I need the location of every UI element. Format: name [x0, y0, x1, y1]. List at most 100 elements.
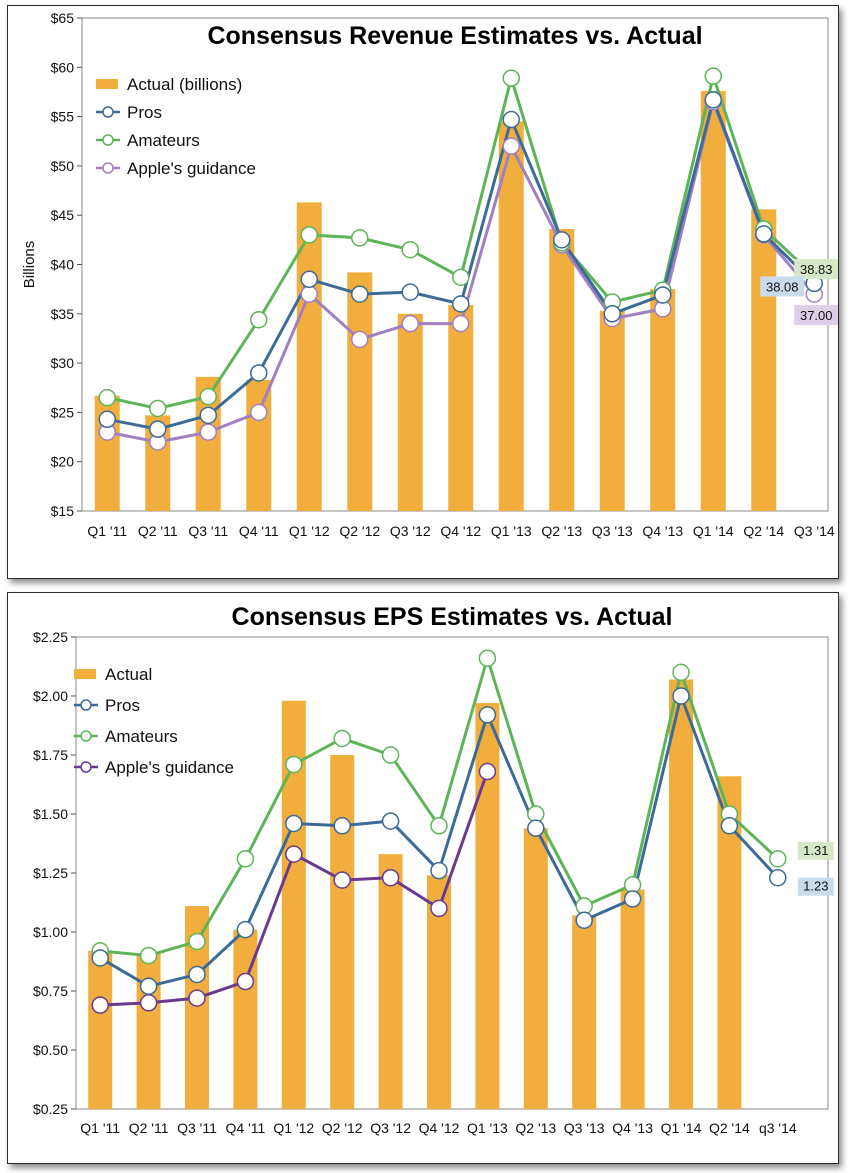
eps-bar-actual	[669, 679, 693, 1109]
eps-x-tick-label: Q2 '12	[322, 1120, 363, 1136]
eps-y-tick-label: $1.25	[33, 865, 68, 881]
revenue-point-pros	[603, 305, 621, 323]
eps-point-apple-s-guidance	[188, 989, 206, 1007]
eps-y-tick-label: $1.50	[33, 806, 68, 822]
eps-x-tick-label: Q1 '12	[273, 1120, 314, 1136]
revenue-legend-swatch-marker	[102, 106, 114, 118]
revenue-bar-actual	[397, 313, 423, 511]
eps-point-pros	[430, 861, 448, 880]
eps-legend-label: Apple's guidance	[105, 758, 234, 777]
eps-x-tick-label: Q2 '13	[515, 1120, 556, 1136]
revenue-x-tick-label: Q3 '13	[592, 523, 633, 539]
eps-point-pros	[769, 868, 787, 887]
eps-point-amateurs	[236, 850, 255, 868]
revenue-point-pros	[755, 225, 773, 243]
eps-point-pros	[139, 977, 158, 996]
revenue-y-tick-label: $55	[51, 109, 75, 125]
revenue-point-pros	[300, 270, 318, 289]
eps-x-tick-label: Q4 '13	[612, 1120, 653, 1136]
eps-chart-title: Consensus EPS Estimates vs. Actual	[232, 603, 673, 631]
revenue-point-pros	[704, 91, 722, 109]
revenue-point-apple-s-guidance	[351, 330, 369, 349]
eps-chart-panel: $0.25 $0.50 $0.75 $1.00 $1.25 $1.50 $1.75 $2.00…	[7, 592, 839, 1164]
revenue-point-amateurs	[351, 229, 369, 247]
revenue-legend-swatch-bar	[96, 79, 118, 89]
eps-point-pros	[527, 819, 545, 837]
revenue-y-tick-label: $65	[51, 10, 75, 26]
revenue-chart: $15 $20 $25 $30 $35 $40 $45 $50 $55 $60 $65 Billion…	[21, 10, 839, 539]
eps-x-tick-label: Q4 '12	[419, 1120, 460, 1136]
eps-point-amateurs	[672, 663, 690, 682]
eps-x-tick-label: q3 '14	[759, 1120, 797, 1136]
revenue-x-tick-label: Q3 '14	[794, 523, 835, 539]
eps-point-amateurs	[381, 746, 400, 764]
revenue-bar-actual	[650, 289, 676, 511]
eps-bar-actual	[136, 953, 161, 1109]
revenue-legend-label: Apple's guidance	[127, 159, 256, 178]
revenue-point-amateurs	[401, 240, 419, 259]
revenue-point-apple-s-guidance	[199, 423, 217, 441]
eps-x-tick-label: Q4 '11	[226, 1120, 266, 1136]
eps-y-tick-label: $0.25	[33, 1101, 68, 1117]
revenue-annotation-box	[794, 259, 839, 280]
revenue-y-tick-label: $25	[51, 404, 75, 420]
revenue-point-amateurs	[199, 387, 217, 406]
eps-point-pros	[188, 965, 206, 984]
revenue-x-tick-label: Q4 '13	[642, 523, 683, 539]
revenue-point-amateurs	[704, 67, 722, 85]
revenue-point-apple-s-guidance	[502, 137, 520, 155]
eps-x-tick-label: Q2 '11	[129, 1120, 169, 1136]
revenue-annotation-box	[760, 276, 805, 297]
revenue-bar-actual	[296, 202, 322, 511]
revenue-point-amateurs	[300, 226, 318, 244]
eps-legend-swatch-bar	[74, 669, 96, 679]
eps-y-tick-label: $1.00	[33, 924, 68, 940]
eps-x-tick-label: Q1 '13	[467, 1120, 508, 1136]
revenue-y-tick-label: $15	[51, 503, 75, 519]
eps-bar-actual	[620, 889, 645, 1109]
revenue-chart-panel: $15 $20 $25 $30 $35 $40 $45 $50 $55 $60 $65 Billion…	[7, 5, 839, 579]
revenue-y-tick-label: $50	[51, 158, 75, 174]
eps-annotation-box	[797, 841, 834, 860]
revenue-point-pros	[98, 410, 116, 429]
revenue-y-tick-label: $45	[51, 207, 75, 223]
revenue-point-amateurs	[250, 310, 268, 329]
eps-chart: $0.25 $0.50 $0.75 $1.00 $1.25 $1.50 $1.75 $2.00…	[33, 603, 834, 1136]
revenue-y-axis-title: Billions	[21, 241, 38, 289]
revenue-point-amateurs	[502, 69, 520, 87]
revenue-bar-actual	[700, 90, 726, 512]
eps-point-pros	[285, 814, 303, 833]
eps-point-pros	[720, 817, 739, 835]
eps-point-apple-s-guidance	[236, 972, 255, 991]
eps-point-pros	[236, 920, 255, 939]
revenue-x-tick-label: Q2 '11	[138, 523, 178, 539]
revenue-bar-actual	[751, 209, 777, 511]
revenue-x-tick-label: Q4 '11	[239, 523, 279, 539]
revenue-x-tick-label: Q1 '14	[693, 523, 734, 539]
eps-y-tick-label: $0.75	[33, 983, 68, 999]
eps-x-tick-label: Q1 '11	[80, 1120, 120, 1136]
eps-x-tick-label: Q3 '12	[370, 1120, 411, 1136]
revenue-point-amateurs	[452, 268, 470, 287]
eps-legend-label: Actual	[105, 665, 152, 684]
revenue-x-tick-label: Q1 '11	[87, 523, 127, 539]
revenue-point-pros	[149, 420, 167, 438]
revenue-x-tick-label: Q3 '11	[188, 523, 228, 539]
revenue-point-apple-s-guidance	[452, 314, 470, 333]
eps-bar-actual	[572, 915, 597, 1109]
revenue-bar-actual	[448, 304, 474, 511]
eps-point-pros	[91, 949, 109, 967]
revenue-y-tick-label: $20	[51, 454, 75, 470]
revenue-point-amateurs	[149, 399, 167, 418]
revenue-point-pros	[401, 283, 419, 301]
eps-point-amateurs	[478, 649, 497, 667]
revenue-y-tick-label: $30	[51, 355, 75, 371]
eps-point-pros	[333, 817, 351, 835]
revenue-point-amateurs	[98, 388, 116, 407]
revenue-point-pros	[250, 364, 268, 382]
revenue-annotation-label: 38.83	[800, 262, 833, 277]
eps-x-tick-label: Q2 '14	[709, 1120, 750, 1136]
eps-point-pros	[672, 687, 690, 705]
eps-y-tick-label: $2.00	[33, 688, 68, 704]
eps-y-tick-label: $1.75	[33, 747, 68, 763]
